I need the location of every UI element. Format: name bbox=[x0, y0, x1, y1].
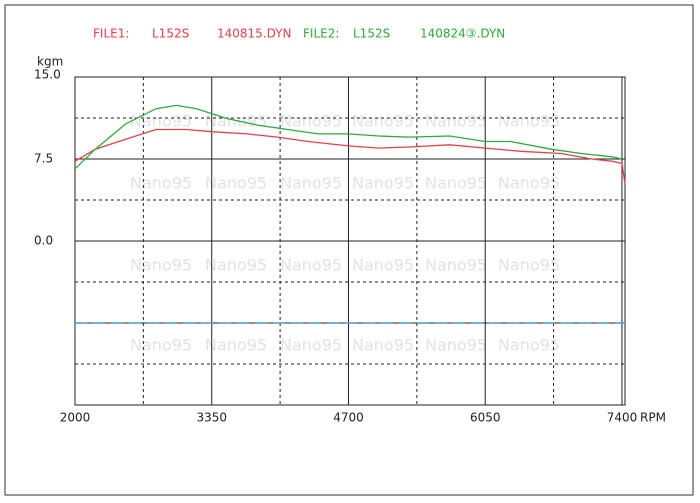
watermark: Nano95 bbox=[280, 256, 342, 275]
watermark: Nano95 bbox=[280, 112, 342, 131]
watermark: Nano95 bbox=[280, 174, 342, 193]
plot-border bbox=[74, 76, 626, 406]
x-tick-label: 3350 bbox=[196, 411, 227, 425]
legend-file: 140824③.DYN bbox=[420, 27, 505, 41]
watermark: Nano95 bbox=[352, 256, 414, 275]
watermark: Nano95 bbox=[498, 256, 560, 275]
series-line bbox=[74, 104, 623, 170]
watermark: Nano95 bbox=[205, 256, 267, 275]
watermark: Nano95 bbox=[130, 174, 192, 193]
x-tick-label: 4700 bbox=[333, 411, 364, 425]
watermark: Nano95 bbox=[352, 112, 414, 131]
frame bbox=[4, 4, 694, 496]
watermark: Nano95 bbox=[425, 336, 487, 355]
x-tick-label: 7400 bbox=[607, 411, 638, 425]
legend-file: 140815.DYN bbox=[217, 27, 292, 41]
y-tick-label: 7.5 bbox=[34, 152, 53, 166]
watermark: Nano95 bbox=[425, 174, 487, 193]
legend-label: FILE2: bbox=[303, 27, 339, 41]
watermark: Nano95 bbox=[280, 336, 342, 355]
watermark: Nano95 bbox=[498, 174, 560, 193]
legend-model: L152S bbox=[353, 27, 390, 41]
series-line bbox=[74, 128, 626, 185]
watermark: Nano95 bbox=[425, 256, 487, 275]
watermark: Nano95 bbox=[130, 256, 192, 275]
watermark: Nano95 bbox=[425, 112, 487, 131]
watermark: Nano95 bbox=[130, 336, 192, 355]
watermark: Nano95 bbox=[498, 336, 560, 355]
watermark: Nano95 bbox=[498, 112, 560, 131]
watermark: Nano95 bbox=[205, 174, 267, 193]
x-unit: RPM bbox=[640, 411, 666, 425]
y-unit: kgm bbox=[37, 55, 63, 69]
y-tick-label: 0.0 bbox=[34, 234, 53, 248]
watermark: Nano95 bbox=[352, 336, 414, 355]
legend-label: FILE1: bbox=[93, 27, 129, 41]
x-tick-label: 6050 bbox=[470, 411, 501, 425]
watermark: Nano95 bbox=[352, 174, 414, 193]
watermark: Nano95 bbox=[205, 336, 267, 355]
watermark: Nano95 bbox=[130, 112, 192, 131]
x-tick-label: 2000 bbox=[60, 411, 91, 425]
legend-model: L152S bbox=[152, 27, 189, 41]
y-tick-label: 15.0 bbox=[34, 68, 61, 82]
